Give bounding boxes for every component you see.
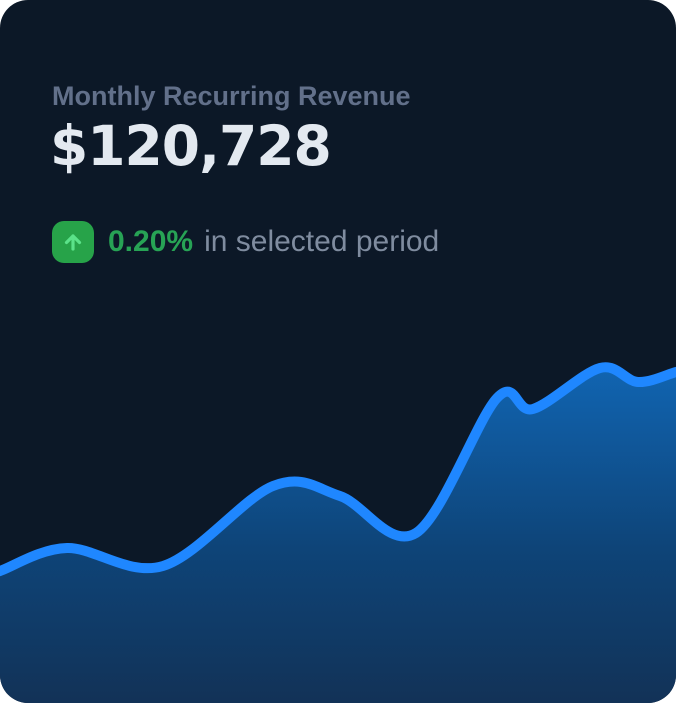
chart-line (0, 362, 676, 577)
delta-caption: in selected period (204, 225, 440, 258)
trend-up-badge (52, 221, 94, 263)
mrr-value: $120,728 (50, 114, 332, 178)
delta-row: 0.20% in selected period (52, 221, 439, 263)
delta-percentage: 0.20% (108, 225, 194, 258)
chart-area-fill (0, 367, 676, 703)
arrow-up-icon (64, 234, 82, 251)
card-title: Monthly Recurring Revenue (52, 81, 411, 112)
